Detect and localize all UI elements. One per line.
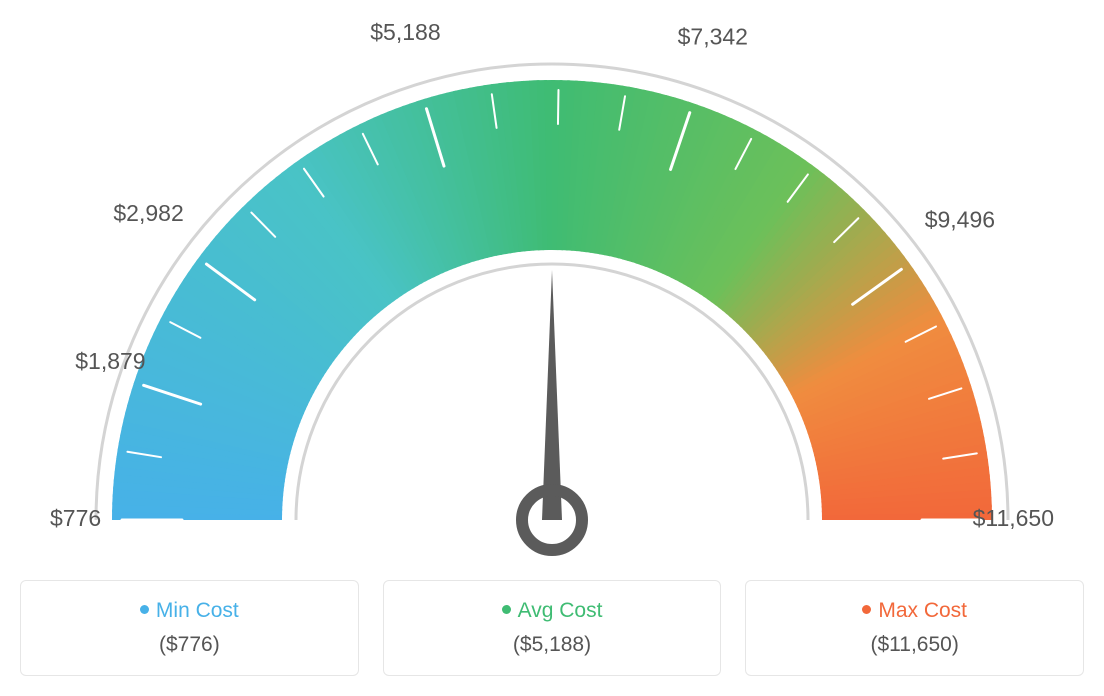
gauge-tick-label: $776 [50,505,101,531]
gauge-tick-label: $9,496 [925,206,995,232]
legend-card-min: Min Cost ($776) [20,580,359,676]
dot-icon-max [862,605,871,614]
gauge-tick-label: $1,879 [75,348,145,374]
legend-row: Min Cost ($776) Avg Cost ($5,188) Max Co… [20,580,1084,676]
gauge-tick-label: $2,982 [113,200,183,226]
legend-avg-label: Avg Cost [518,599,603,622]
legend-avg-value: ($5,188) [404,633,701,657]
legend-min-title: Min Cost [41,599,338,623]
legend-card-avg: Avg Cost ($5,188) [383,580,722,676]
legend-max-title: Max Cost [766,599,1063,623]
gauge-tick-label: $11,650 [973,505,1054,531]
legend-max-value: ($11,650) [766,633,1063,657]
legend-max-label: Max Cost [878,599,967,622]
dot-icon-avg [502,605,511,614]
cost-gauge: $776 $1,879 $2,982 $5,188 $7,342 $9,496 $11,65… [20,20,1084,560]
legend-card-max: Max Cost ($11,650) [745,580,1084,676]
legend-avg-title: Avg Cost [404,599,701,623]
gauge-tick-label: $5,188 [370,20,440,45]
dot-icon-min [140,605,149,614]
legend-min-value: ($776) [41,633,338,657]
legend-min-label: Min Cost [156,599,239,622]
gauge-svg: $776 $1,879 $2,982 $5,188 $7,342 $9,496 $11,65… [20,20,1084,560]
gauge-tick-label: $7,342 [678,23,748,49]
